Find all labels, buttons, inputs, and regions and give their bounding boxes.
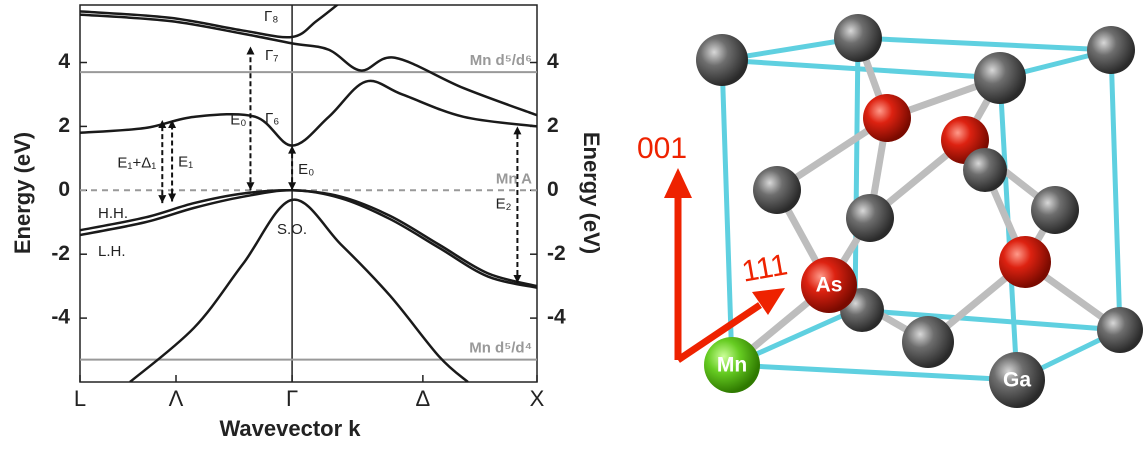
- level-label: Mn d⁵/d⁶: [470, 52, 532, 69]
- arrow-head: [288, 145, 297, 154]
- arrow-head: [513, 126, 522, 135]
- atom-label: Ga: [1003, 369, 1031, 392]
- crystal-structure: 001 111 Mn As Ga: [637, 14, 1143, 408]
- x-tick-label: X: [530, 386, 545, 411]
- x-tick-label: Λ: [169, 386, 184, 411]
- direction-arrows: [664, 168, 785, 363]
- arrow-head: [513, 274, 522, 283]
- band-label: S.O.: [277, 221, 307, 238]
- x-tick-label: Γ: [286, 386, 298, 411]
- transition-label: E₁: [178, 154, 193, 171]
- y-tick-label: 2: [58, 114, 70, 137]
- x-tick-label: Δ: [416, 386, 431, 411]
- arrow-head: [288, 182, 297, 191]
- bands: [80, 5, 537, 382]
- y-tick-label: 4: [58, 50, 70, 73]
- atoms: [696, 14, 1143, 408]
- transition-label: E₁+Δ₁: [117, 155, 156, 172]
- plot-frame: [79, 4, 538, 383]
- y-axis-title: Energy (eV): [10, 132, 35, 254]
- band-line: [80, 189, 537, 289]
- band-line: [80, 188, 537, 288]
- level-label: Mn A: [496, 170, 532, 187]
- level-label: Mn d⁵/d⁴: [469, 340, 532, 357]
- y2-tick-label: 4: [547, 50, 559, 73]
- y2-tick-label: 2: [547, 114, 559, 137]
- atom-label: As: [816, 274, 843, 297]
- band-structure: Wavevector k Energy (eV) Energy (eV) -4 -…: [10, 4, 604, 441]
- arrow-head: [158, 120, 167, 129]
- band-line: [129, 198, 469, 382]
- band-line: [80, 5, 340, 39]
- direction-label: 001: [637, 132, 687, 165]
- x-axis-title: Wavevector k: [219, 416, 361, 441]
- arrow-head: [246, 46, 255, 55]
- y-tick-label: 0: [58, 178, 70, 201]
- y2-axis-title: Energy (eV): [579, 132, 604, 254]
- y2-tick-label: -4: [547, 306, 566, 329]
- transition-label: E₀: [298, 161, 314, 178]
- x-tick-label: L: [74, 386, 86, 411]
- band-line: [80, 13, 537, 117]
- band-label: L.H.: [98, 243, 126, 260]
- band-line: [80, 79, 537, 147]
- transition-label: E₀: [230, 111, 246, 128]
- arrow-head: [246, 182, 255, 191]
- arrow-head: [168, 193, 177, 202]
- arrow-head: [168, 120, 177, 129]
- band-label: Γ₇: [265, 47, 278, 64]
- direction-label: 111: [739, 248, 790, 288]
- arrow-head: [158, 195, 167, 204]
- y2-tick-label: 0: [547, 178, 559, 201]
- y-tick-label: -4: [51, 306, 70, 329]
- band-label: Γ₆: [265, 110, 279, 127]
- y2-tick-label: -2: [547, 242, 566, 265]
- atom-label: Mn: [717, 354, 747, 377]
- band-label: H.H.: [98, 205, 128, 222]
- transition-label: E₂: [496, 196, 512, 213]
- band-label: Γ₈: [264, 8, 278, 25]
- y-tick-label: -2: [51, 242, 70, 265]
